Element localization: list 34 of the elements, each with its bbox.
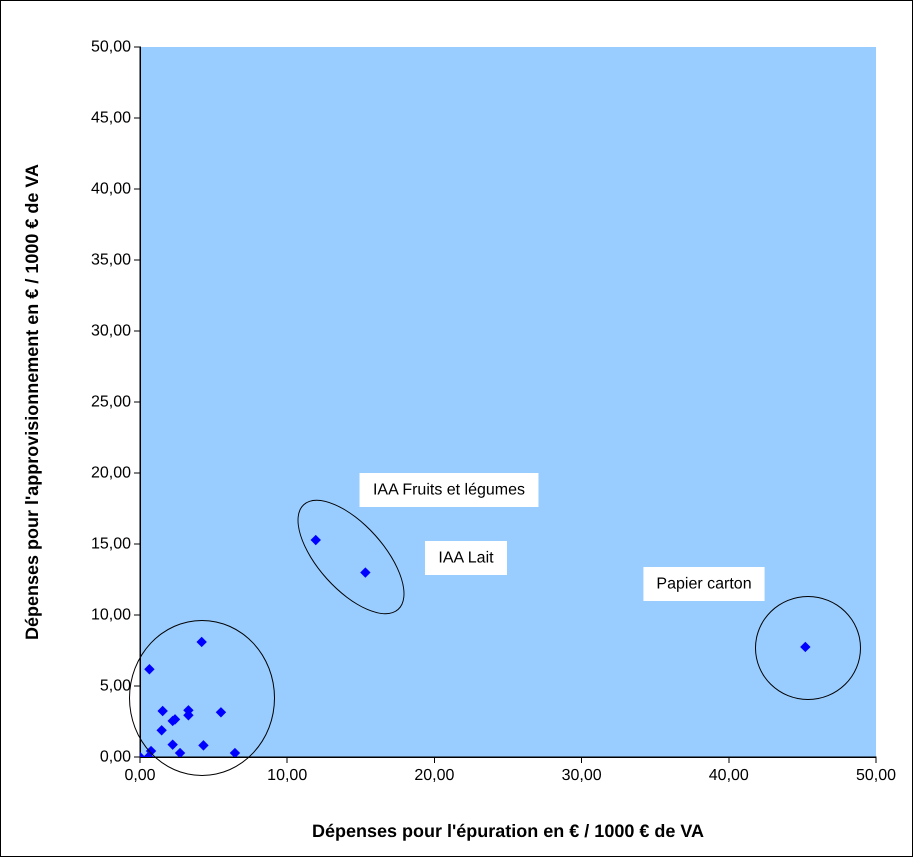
point (360, 568, 370, 578)
point (156, 725, 167, 736)
y-tick-label: 15,00 (90, 535, 132, 552)
y-tick-label: 5,00 (100, 677, 132, 694)
annotation: IAA Lait (438, 549, 494, 566)
y-tick-label: 50,00 (90, 38, 132, 56)
y-tick-label: 10,00 (90, 606, 132, 624)
y-tick-label: 25,00 (90, 393, 132, 410)
x-axis-title: Dépenses pour l'épuration en € / 1000 € de VA (312, 821, 704, 842)
point (158, 706, 168, 716)
point (216, 707, 226, 718)
point (230, 748, 240, 757)
point (168, 740, 178, 750)
point (175, 748, 186, 757)
y-axis-title: Dépenses pour l'approvisionnement en € / 1000 € de VA (22, 164, 42, 640)
x-tick-label: 10,00 (267, 767, 308, 784)
annotation: Papier carton (656, 575, 752, 592)
point (800, 642, 810, 652)
x-tick-label: 50,00 (856, 767, 896, 784)
x-tick-label: 20,00 (414, 767, 455, 784)
point (310, 535, 321, 546)
point (144, 664, 154, 674)
x-tick-label: 0,00 (124, 767, 156, 784)
y-tick-label: 40,00 (90, 180, 132, 198)
y-tick-label: 0,00 (100, 748, 132, 766)
x-tick-label: 30,00 (562, 767, 602, 784)
annotation: IAA Fruits et légumes (372, 481, 526, 498)
y-tick-label: 45,00 (90, 109, 132, 126)
y-tick-label: 20,00 (90, 464, 132, 482)
y-tick-label: 35,00 (90, 251, 132, 268)
point (196, 636, 207, 647)
point (198, 740, 208, 750)
y-tick-label: 30,00 (90, 322, 132, 340)
x-tick-label: 40,00 (708, 767, 749, 784)
